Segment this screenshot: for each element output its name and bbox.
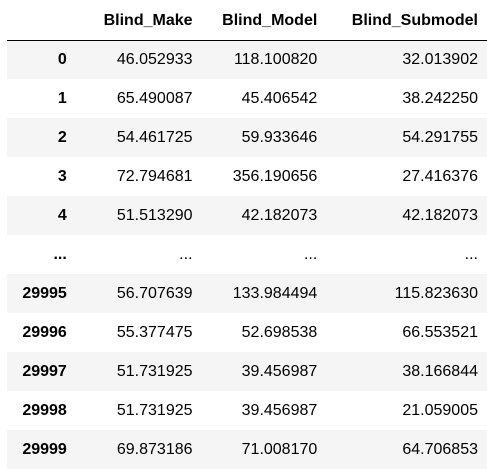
row-index: 29997 — [22, 362, 67, 380]
cell-blind-make: 51.731925 — [116, 362, 193, 380]
cell-blind-make: 54.461725 — [116, 128, 193, 146]
cell-blind-submodel: 38.242250 — [402, 89, 478, 107]
table-row: 29996 55.377475 52.698538 66.553521 — [7, 313, 487, 352]
cell-blind-model: 118.100820 — [233, 50, 318, 68]
cell-blind-submodel: 115.823630 — [394, 284, 478, 302]
ellipsis-row: ... ... ... ... — [7, 235, 487, 274]
cell-blind-submodel: 64.706853 — [402, 440, 478, 458]
cell-blind-model: 45.406542 — [241, 89, 318, 107]
row-index: ... — [53, 245, 67, 263]
dataframe-table: Blind_Make Blind_Model Blind_Submodel 0 … — [7, 2, 487, 469]
header-row: Blind_Make Blind_Model Blind_Submodel — [7, 2, 487, 41]
cell-blind-make: 51.513290 — [116, 206, 193, 224]
cell-blind-submodel: 32.013902 — [402, 50, 478, 68]
row-index: 29999 — [22, 440, 67, 458]
cell-blind-submodel: 21.059005 — [402, 401, 478, 419]
cell-blind-make: 69.873186 — [116, 440, 193, 458]
cell-blind-submodel: 42.182073 — [402, 206, 478, 224]
cell-blind-make: 56.707639 — [116, 284, 193, 302]
cell-blind-model: 52.698538 — [241, 323, 318, 341]
column-header-blind-submodel: Blind_Submodel — [326, 2, 487, 41]
table-row: 0 46.052933 118.100820 32.013902 — [7, 40, 487, 79]
column-header-blind-model: Blind_Model — [201, 2, 327, 41]
cell-blind-submodel: 27.416376 — [402, 167, 478, 185]
cell-blind-model: 39.456987 — [241, 362, 318, 380]
cell-blind-model: 42.182073 — [241, 206, 318, 224]
row-index: 29995 — [22, 284, 67, 302]
table-row: 29995 56.707639 133.984494 115.823630 — [7, 274, 487, 313]
cell-blind-submodel: 66.553521 — [402, 323, 478, 341]
cell-blind-make: 46.052933 — [116, 50, 193, 68]
cell-blind-make: 51.731925 — [116, 401, 193, 419]
cell-blind-model: 39.456987 — [241, 401, 318, 419]
table-row: 1 65.490087 45.406542 38.242250 — [7, 79, 487, 118]
row-index: 1 — [57, 89, 67, 107]
table-body: 0 46.052933 118.100820 32.013902 1 65.49… — [7, 40, 487, 469]
cell-blind-submodel: 38.166844 — [402, 362, 478, 380]
table-row: 29999 69.873186 71.008170 64.706853 — [7, 430, 487, 469]
row-index: 3 — [57, 167, 67, 185]
cell-blind-model: 71.008170 — [241, 440, 318, 458]
row-index: 29996 — [22, 323, 67, 341]
cell-blind-make: ... — [179, 245, 193, 263]
table-row: 4 51.513290 42.182073 42.182073 — [7, 196, 487, 235]
cell-blind-make: 72.794681 — [116, 167, 193, 185]
row-index: 29998 — [22, 401, 67, 419]
cell-blind-model: 133.984494 — [232, 284, 318, 302]
row-index: 2 — [57, 128, 67, 146]
cell-blind-submodel: 54.291755 — [402, 128, 478, 146]
index-header — [7, 2, 76, 41]
row-index: 0 — [57, 50, 67, 68]
cell-blind-model: 59.933646 — [241, 128, 318, 146]
cell-blind-model: 356.190656 — [232, 167, 318, 185]
table-row: 3 72.794681 356.190656 27.416376 — [7, 157, 487, 196]
row-index: 4 — [57, 206, 67, 224]
cell-blind-make: 55.377475 — [116, 323, 193, 341]
column-header-blind-make: Blind_Make — [75, 2, 202, 41]
cell-blind-submodel: ... — [464, 245, 478, 263]
cell-blind-model: ... — [303, 245, 318, 263]
table-header: Blind_Make Blind_Model Blind_Submodel — [7, 2, 487, 41]
table-row: 2 54.461725 59.933646 54.291755 — [7, 118, 487, 157]
table-row: 29997 51.731925 39.456987 38.166844 — [7, 352, 487, 391]
cell-blind-make: 65.490087 — [116, 89, 193, 107]
table-row: 29998 51.731925 39.456987 21.059005 — [7, 391, 487, 430]
